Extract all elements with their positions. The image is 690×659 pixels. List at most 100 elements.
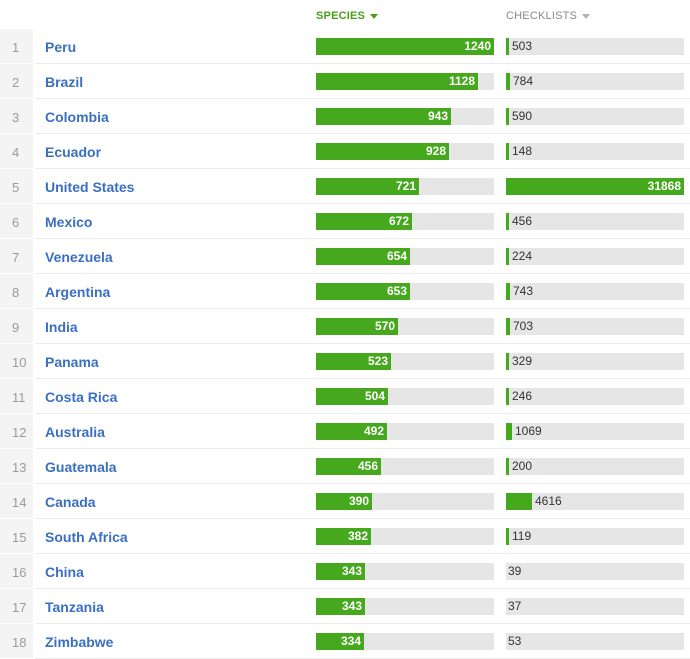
table-row: 7 Venezuela 654 224 <box>0 239 690 274</box>
rank-cell: 11 <box>0 379 33 414</box>
species-bar-fill <box>316 388 388 405</box>
checklists-count: 224 <box>512 249 533 263</box>
species-bar-fill <box>316 633 364 650</box>
row-divider <box>35 343 690 344</box>
species-bar-track: 653 <box>316 283 494 300</box>
rank-number: 14 <box>12 495 27 510</box>
row-divider <box>35 623 690 624</box>
species-bar-track: 1240 <box>316 38 494 55</box>
country-link[interactable]: Guatemala <box>45 459 117 475</box>
checklists-bar-fill <box>506 493 532 510</box>
country-link[interactable]: Panama <box>45 354 99 370</box>
sort-down-arrow-icon <box>582 13 591 19</box>
country-link[interactable]: Zimbabwe <box>45 634 114 650</box>
species-count: 390 <box>348 494 369 508</box>
row-divider <box>35 518 690 519</box>
species-count: 1128 <box>448 74 475 88</box>
rank-cell: 2 <box>0 64 33 99</box>
country-link[interactable]: Mexico <box>45 214 93 230</box>
rank-number: 12 <box>12 425 27 440</box>
country-link[interactable]: United States <box>45 179 135 195</box>
rank-number: 15 <box>12 530 27 545</box>
country-link[interactable]: Colombia <box>45 109 109 125</box>
country-link[interactable]: South Africa <box>45 529 128 545</box>
country-link[interactable]: Venezuela <box>45 249 113 265</box>
checklists-bar-track: 784 <box>506 73 684 90</box>
checklists-count: 246 <box>512 389 533 403</box>
checklists-bar-fill <box>506 143 509 160</box>
checklists-sort-header[interactable]: CHECKLISTS <box>506 10 591 22</box>
checklists-count: 4616 <box>535 494 562 508</box>
row-divider <box>35 273 690 274</box>
checklists-bar-track: 590 <box>506 108 684 125</box>
species-count: 492 <box>363 424 384 438</box>
table-row: 11 Costa Rica 504 246 <box>0 379 690 414</box>
species-bar-track: 672 <box>316 213 494 230</box>
country-link[interactable]: India <box>45 319 78 335</box>
species-sort-header[interactable]: SPECIES <box>316 10 379 22</box>
checklists-count: 53 <box>508 634 522 648</box>
species-bar-fill <box>316 458 381 475</box>
checklists-bar-fill <box>506 248 509 265</box>
species-count: 343 <box>341 564 362 578</box>
table-row: 9 India 570 703 <box>0 309 690 344</box>
table-row: 5 United States 721 31868 <box>0 169 690 204</box>
species-count: 721 <box>395 179 416 193</box>
checklists-bar-track: 703 <box>506 318 684 335</box>
country-link[interactable]: Costa Rica <box>45 389 118 405</box>
species-count: 523 <box>367 354 388 368</box>
checklists-bar-track: 200 <box>506 458 684 475</box>
species-bar-track: 570 <box>316 318 494 335</box>
country-ranking-list: 1 Peru 1240 503 2 Brazil 1128 784 3 Colombia 943 59… <box>0 29 690 659</box>
rank-number: 9 <box>12 320 20 335</box>
rank-number: 1 <box>12 40 20 55</box>
species-bar-fill <box>316 423 387 440</box>
country-link[interactable]: Ecuador <box>45 144 102 160</box>
rank-cell: 18 <box>0 624 33 659</box>
country-link[interactable]: China <box>45 564 84 580</box>
species-bar-track: 504 <box>316 388 494 405</box>
table-row: 15 South Africa 382 119 <box>0 519 690 554</box>
checklists-bar-fill <box>506 38 509 55</box>
rank-cell: 4 <box>0 134 33 169</box>
country-link[interactable]: Brazil <box>45 74 84 90</box>
species-count: 943 <box>427 109 448 123</box>
country-link[interactable]: Canada <box>45 494 96 510</box>
checklists-count: 456 <box>512 214 533 228</box>
checklists-bar-fill <box>506 528 509 545</box>
checklists-bar-fill <box>506 213 509 230</box>
species-count: 504 <box>364 389 385 403</box>
species-bar-fill <box>316 73 478 90</box>
checklists-count: 329 <box>512 354 533 368</box>
checklists-bar-track: 39 <box>506 563 684 580</box>
species-bar-track: 390 <box>316 493 494 510</box>
rank-number: 8 <box>12 285 20 300</box>
country-link[interactable]: Tanzania <box>45 599 104 615</box>
rank-number: 18 <box>12 635 27 650</box>
country-link[interactable]: Peru <box>45 39 77 55</box>
table-row: 17 Tanzania 343 37 <box>0 589 690 624</box>
species-bar-track: 456 <box>316 458 494 475</box>
rank-cell: 16 <box>0 554 33 589</box>
species-bar-track: 382 <box>316 528 494 545</box>
species-count: 382 <box>347 529 368 543</box>
species-count: 343 <box>341 599 362 613</box>
species-header-label: SPECIES <box>316 10 366 22</box>
species-bar-track: 492 <box>316 423 494 440</box>
table-row: 6 Mexico 672 456 <box>0 204 690 239</box>
species-bar-fill <box>316 143 449 160</box>
table-row: 16 China 343 39 <box>0 554 690 589</box>
checklists-bar-track: 4616 <box>506 493 684 510</box>
rank-cell: 9 <box>0 309 33 344</box>
country-link[interactable]: Australia <box>45 424 105 440</box>
checklists-count: 39 <box>508 564 522 578</box>
rank-number: 17 <box>12 600 27 615</box>
rank-cell: 7 <box>0 239 33 274</box>
country-link[interactable]: Argentina <box>45 284 111 300</box>
table-row: 4 Ecuador 928 148 <box>0 134 690 169</box>
row-divider <box>35 378 690 379</box>
checklists-count: 31868 <box>647 179 681 193</box>
checklists-bar-fill <box>506 353 509 370</box>
checklists-bar-fill <box>506 423 512 440</box>
checklists-count: 37 <box>508 599 522 613</box>
